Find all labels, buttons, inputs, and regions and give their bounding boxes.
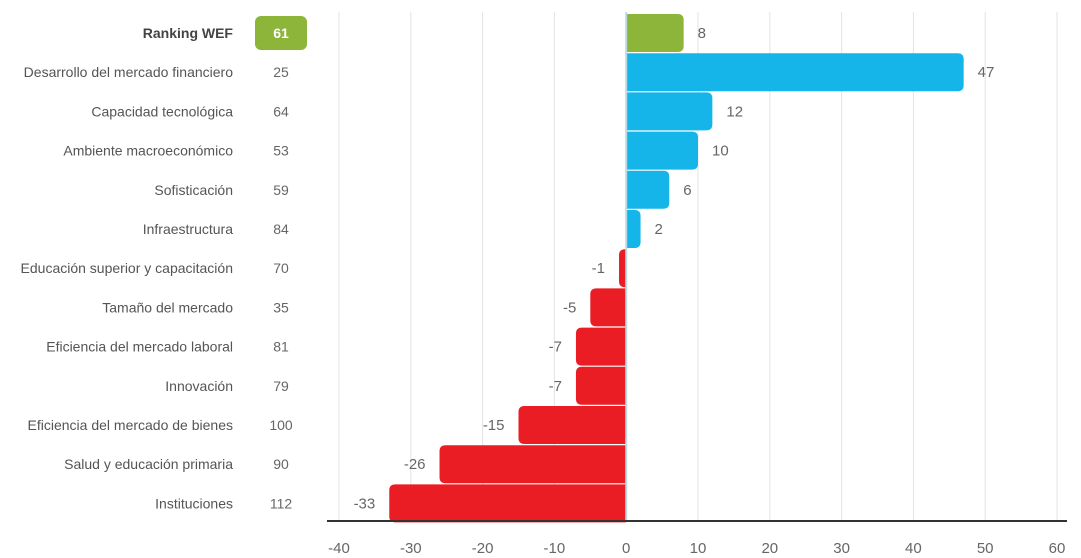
category-label: Tamaño del mercado: [102, 299, 233, 315]
data-label: 10: [712, 143, 729, 160]
category-label: Instituciones: [155, 495, 233, 511]
bar: [575, 327, 627, 366]
data-label: -7: [549, 378, 562, 395]
category-label: Sofisticación: [154, 182, 233, 198]
data-labels: 8 47 12 10 6 2 -1 -5 -7 -7 -15 -26 -33: [354, 25, 995, 512]
data-label: 8: [698, 25, 706, 42]
x-tick-label: 50: [977, 540, 994, 557]
category-label: Eficiencia del mercado laboral: [46, 339, 233, 355]
data-label: 12: [726, 103, 743, 120]
category-label: Desarrollo del mercado financiero: [24, 64, 234, 80]
bar: [518, 406, 627, 444]
x-tick-label: 30: [833, 540, 850, 557]
x-tick-label: 20: [761, 540, 778, 557]
gridlines: [338, 12, 1058, 521]
category-label: Eficiencia del mercado de bienes: [28, 417, 233, 433]
ranking-value: 59: [273, 182, 289, 198]
data-label: -33: [354, 495, 376, 512]
x-tick-label: -40: [328, 540, 350, 557]
ranking-value: 35: [273, 299, 289, 315]
x-tick-label: -10: [544, 540, 566, 557]
category-label: Innovación: [165, 378, 233, 394]
ranking-value: 53: [273, 143, 289, 159]
bar: [439, 445, 627, 484]
category-label: Capacidad tecnológica: [91, 103, 233, 119]
x-tick-label: -30: [400, 540, 422, 557]
ranking-value: 81: [273, 339, 289, 355]
data-label: -1: [592, 260, 605, 277]
data-label: -7: [549, 339, 562, 356]
data-label: 6: [683, 182, 691, 199]
bar: [626, 210, 641, 248]
ranking-value: 112: [270, 495, 293, 511]
x-tick-label: 60: [1049, 540, 1066, 557]
ranking-value: 90: [273, 456, 289, 472]
x-tick-label: 10: [690, 540, 707, 557]
x-tick-label: -20: [472, 540, 494, 557]
data-label: -5: [563, 299, 576, 316]
data-label: 47: [978, 64, 995, 81]
category-label: Salud y educación primaria: [64, 456, 233, 472]
ranking-value: 61: [273, 25, 289, 41]
category-label: Ranking WEF: [143, 25, 234, 41]
data-label: -26: [404, 456, 426, 473]
bar: [626, 14, 684, 52]
bar: [389, 484, 627, 523]
bar: [626, 131, 698, 170]
bar: [590, 288, 627, 327]
data-label: 2: [655, 221, 663, 238]
category-labels: Ranking WEF Desarrollo del mercado financ…: [21, 25, 234, 511]
category-label: Ambiente macroeconómico: [63, 143, 233, 159]
ranking-value: 84: [273, 221, 289, 237]
bar: [575, 366, 627, 405]
ranking-values: 61 25 64 53 59 84 70 35 81 79 100 90 112: [255, 16, 307, 511]
ranking-value: 79: [273, 378, 289, 394]
x-tick-label: 0: [622, 540, 630, 557]
category-label: Educación superior y capacitación: [21, 260, 233, 276]
ranking-value: 64: [273, 103, 289, 119]
ranking-value: 70: [273, 260, 289, 276]
bars: [389, 14, 964, 523]
ranking-value: 25: [273, 64, 289, 80]
ranking-value: 100: [269, 417, 293, 433]
bar: [619, 249, 627, 288]
category-label: Infraestructura: [143, 221, 233, 237]
bar: [626, 92, 713, 131]
data-label: -15: [483, 417, 505, 434]
x-tick-labels: -40 -30 -20 -10 0 10 20 30 40 50 60: [328, 540, 1065, 557]
ranking-badge: [255, 16, 307, 50]
bar: [626, 170, 670, 209]
bar: [626, 53, 964, 92]
x-tick-label: 40: [905, 540, 922, 557]
